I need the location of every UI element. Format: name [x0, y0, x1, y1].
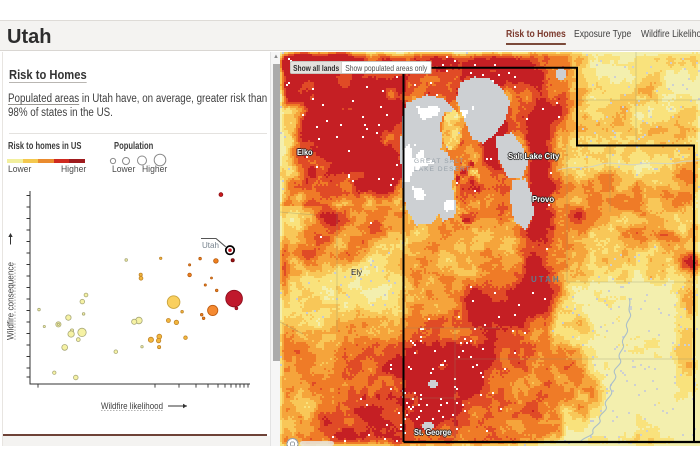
- svg-text:Wildfire likelihood: Wildfire likelihood: [101, 401, 163, 411]
- svg-text:Utah: Utah: [202, 240, 219, 250]
- svg-text:Wildfire consequence: Wildfire consequence: [6, 262, 16, 340]
